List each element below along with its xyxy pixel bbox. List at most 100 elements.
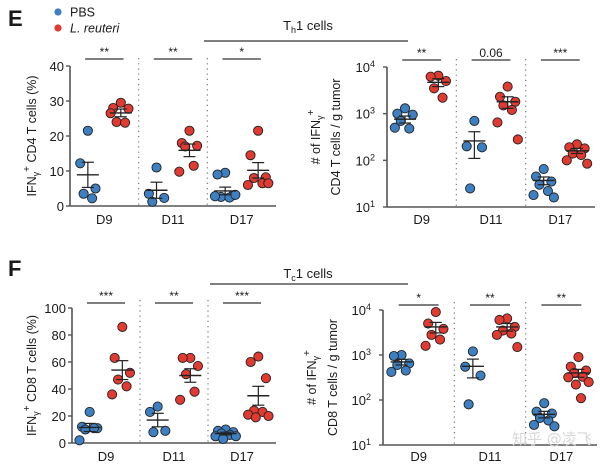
significance-label: ** [485, 291, 495, 305]
data-point-pbs [388, 350, 399, 362]
legend-label-l-reuteri: L. reuteri [70, 22, 121, 36]
data-point-l-reuteri [570, 379, 581, 390]
data-point-l-reuteri [242, 179, 253, 191]
data-point-l-reuteri [502, 81, 513, 92]
group-title-th1-text: Th1 cells [283, 18, 333, 35]
panel-e-cd4-percent: 0 10 20 30 40 IFNγ+ CD4 T cells (%) D9 ** D11 ** D… [22, 45, 276, 227]
x-category-label: D9 [413, 212, 430, 227]
data-point-pbs [528, 419, 540, 430]
data-point-pbs [386, 366, 397, 378]
x-category-label: D11 [163, 449, 186, 464]
x-category-label: D11 [479, 449, 502, 464]
panel-label-e: E [8, 6, 23, 31]
data-point-pbs [160, 425, 171, 436]
data-point-l-reuteri [434, 334, 446, 345]
data-point-l-reuteri [107, 389, 118, 400]
data-point-l-reuteri [583, 377, 594, 388]
significance-label: ** [168, 45, 178, 59]
y-tick-label: 20 [52, 409, 66, 424]
watermark-text: 知乎 @凌飞 [512, 430, 592, 448]
data-point-pbs [75, 158, 86, 169]
x-category-label: D17 [549, 449, 573, 464]
data-point-pbs [80, 424, 91, 435]
data-point-l-reuteri [184, 125, 195, 136]
legend-label-pbs: PBS [70, 6, 95, 20]
data-point-pbs [465, 183, 476, 194]
y-tick-label: 0 [59, 436, 66, 451]
significance-label: 0.06 [479, 46, 503, 60]
panel-e-cd4-count: 101 102 103 104 # of IFNγ+ CD4 T cells / g tu… [306, 46, 595, 227]
y-axis-title: IFNγ+ CD4 T cells (%) [22, 75, 41, 196]
data-point-l-reuteri [121, 381, 132, 392]
data-point-pbs [476, 142, 488, 153]
data-point-l-reuteri [426, 329, 437, 340]
y-axis-title: IFNγ+ CD8 T cells (%) [22, 315, 41, 436]
data-point-l-reuteri [263, 178, 274, 189]
data-point-l-reuteri [492, 117, 503, 128]
data-point-l-reuteri [440, 75, 452, 87]
data-point-l-reuteri [438, 323, 449, 334]
data-point-l-reuteri [582, 158, 593, 169]
data-point-l-reuteri [425, 71, 436, 82]
data-point-pbs [469, 115, 480, 126]
data-point-l-reuteri [175, 394, 186, 405]
x-category-label: D9 [96, 212, 113, 227]
data-point-l-reuteri [188, 160, 199, 171]
data-point-pbs [399, 103, 411, 114]
data-point-pbs [549, 421, 560, 432]
data-point-l-reuteri [263, 410, 274, 422]
data-point-pbs [404, 123, 415, 134]
data-point-l-reuteri [429, 83, 440, 94]
x-category-label: D9 [98, 449, 115, 464]
data-point-pbs [84, 406, 95, 418]
y-tick-label: 40 [52, 382, 66, 397]
data-point-l-reuteri [575, 393, 587, 404]
data-point-l-reuteri [260, 373, 272, 384]
significance-label: *** [99, 289, 113, 303]
y-tick-label: 104 [356, 59, 375, 75]
data-point-pbs [209, 191, 221, 202]
data-point-pbs [144, 406, 156, 418]
data-point-pbs [78, 188, 89, 199]
data-point-l-reuteri [192, 140, 203, 151]
data-point-pbs [546, 176, 557, 187]
data-point-l-reuteri [430, 307, 441, 318]
data-point-pbs [90, 183, 101, 194]
data-point-pbs [467, 346, 478, 357]
y-tick-label: 30 [50, 94, 64, 109]
panel-f-cd8-count: 101 102 103 104 # of IFNγ+ CD8 T cells / g tu… [302, 291, 597, 464]
data-point-l-reuteri [115, 97, 126, 108]
data-point-l-reuteri [177, 352, 188, 364]
data-point-l-reuteri [189, 386, 200, 397]
panel-label-f: F [8, 256, 21, 281]
x-category-label: D11 [162, 212, 185, 227]
group-title-tc1-text: Tc1 cells [283, 266, 333, 283]
data-point-l-reuteri [111, 116, 122, 128]
data-point-pbs [152, 401, 163, 412]
y-tick-label: 102 [356, 152, 375, 168]
data-point-l-reuteri [506, 328, 517, 339]
data-point-l-reuteri [423, 318, 434, 329]
data-point-l-reuteri [576, 149, 587, 161]
data-point-l-reuteri [253, 351, 264, 362]
significance-label: ** [557, 291, 567, 305]
significance-label: ** [169, 289, 179, 303]
data-point-l-reuteri [120, 117, 131, 128]
data-point-l-reuteri [494, 314, 505, 326]
y-tick-label: 0 [57, 199, 64, 214]
data-point-pbs [542, 185, 553, 197]
data-point-pbs [475, 370, 486, 381]
data-point-l-reuteri [573, 352, 584, 363]
x-category-label: D9 [410, 449, 427, 464]
y-tick-label: 40 [50, 59, 64, 74]
data-point-l-reuteri [506, 104, 517, 116]
y-tick-label: 103 [352, 347, 371, 363]
y-tick-label: 80 [52, 328, 66, 343]
y-tick-label: 100 [44, 301, 66, 316]
significance-label: ** [417, 46, 427, 60]
data-point-pbs [528, 190, 539, 201]
y-tick-label: 20 [50, 129, 64, 144]
data-point-pbs [82, 125, 93, 136]
